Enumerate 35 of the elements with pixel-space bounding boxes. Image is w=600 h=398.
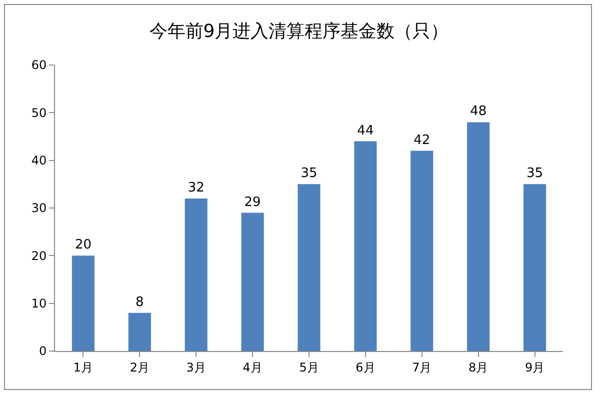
data-label: 48 xyxy=(470,104,487,120)
y-tick-label: 40 xyxy=(31,154,47,168)
y-tick-label: 10 xyxy=(31,296,47,311)
data-label: 8 xyxy=(136,294,144,310)
bar xyxy=(523,184,546,351)
x-tick-label: 8月 xyxy=(468,360,488,374)
bar xyxy=(184,198,208,351)
bar xyxy=(298,184,320,351)
x-tick-label: 1月 xyxy=(73,360,94,374)
y-tick-label: 60 xyxy=(31,58,47,72)
bar xyxy=(467,122,490,351)
data-label: 44 xyxy=(357,123,374,138)
y-tick-label: 20 xyxy=(31,248,47,263)
data-label: 32 xyxy=(188,180,204,196)
x-tick-label: 9月 xyxy=(524,360,545,374)
y-tick-label: 0 xyxy=(38,344,47,358)
bar xyxy=(241,212,264,351)
x-tick-label: 5月 xyxy=(299,360,319,374)
y-tick-label: 50 xyxy=(31,106,47,120)
bar xyxy=(354,141,377,351)
data-label: 35 xyxy=(526,166,544,182)
bar xyxy=(128,312,151,351)
x-tick-label: 6月 xyxy=(356,360,376,374)
data-label: 35 xyxy=(300,166,318,182)
data-label: 29 xyxy=(244,194,261,210)
chart-title: 今年前9月进入清算程序基金数（只） xyxy=(149,20,449,42)
x-tick-label: 2月 xyxy=(130,360,150,374)
x-tick-label: 3月 xyxy=(186,360,206,374)
data-label: 42 xyxy=(414,132,430,148)
x-tick-label: 4月 xyxy=(242,360,262,374)
data-label: 20 xyxy=(74,238,92,253)
bar xyxy=(72,256,95,351)
x-tick-label: 7月 xyxy=(412,360,432,374)
y-tick-label: 30 xyxy=(31,201,47,216)
bar xyxy=(410,150,434,351)
